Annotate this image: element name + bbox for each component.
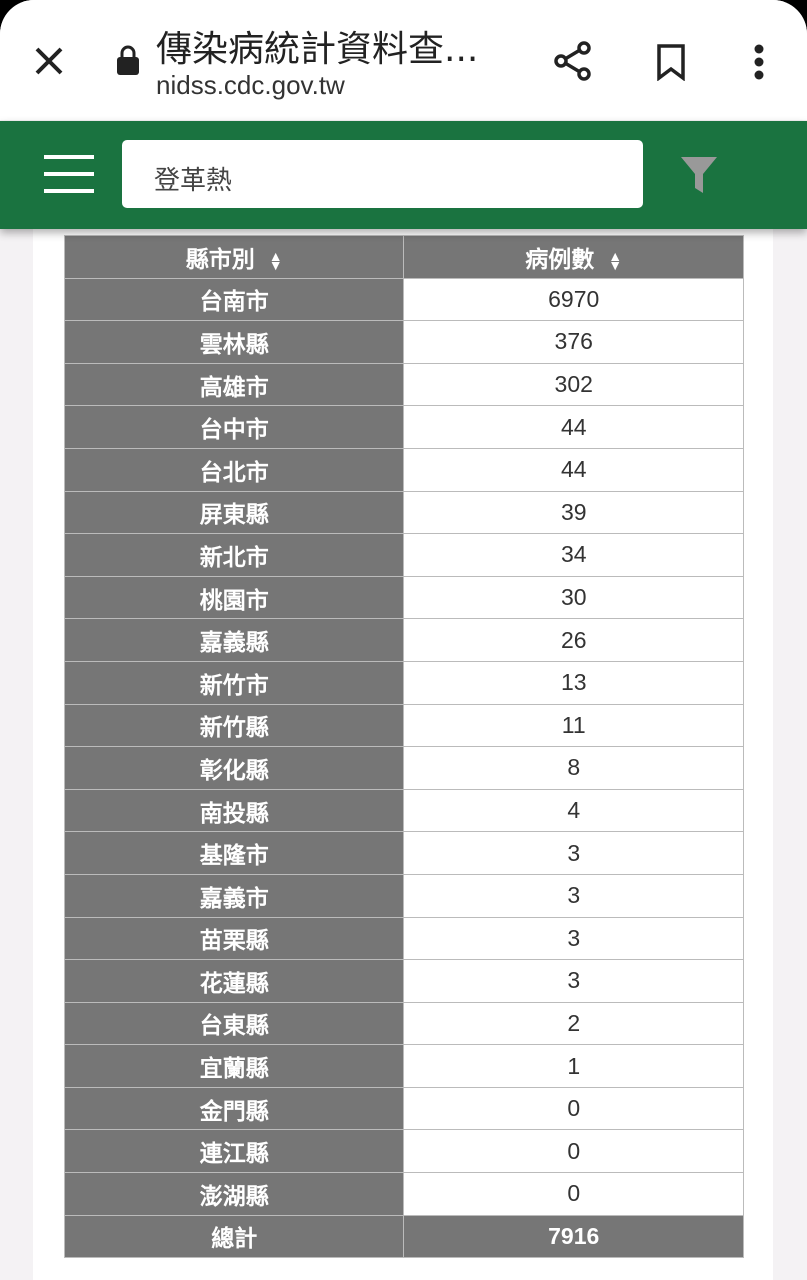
table-row: 屏東縣 39 [63, 490, 744, 535]
site-header: 登革熱 [0, 121, 807, 229]
cases-cell: 3 [403, 873, 744, 918]
county-cell: 高雄市 [63, 362, 405, 407]
total-label: 總計 [63, 1214, 405, 1259]
sort-icon[interactable]: ▲ ▼ [268, 247, 283, 273]
table-row: 新竹縣 11 [63, 703, 744, 748]
cases-cell: 302 [403, 362, 744, 407]
county-cell: 嘉義市 [63, 873, 405, 918]
table-row: 台中市 44 [63, 405, 744, 449]
table-row: 金門縣 0 [63, 1086, 744, 1131]
table-row: 彰化縣 8 [63, 746, 744, 790]
cases-cell: 39 [403, 490, 744, 535]
table-row: 高雄市 302 [63, 362, 744, 407]
cases-cell: 8 [403, 746, 744, 790]
cases-cell: 4 [403, 788, 744, 833]
cases-cell: 3 [403, 831, 744, 875]
cases-cell: 2 [403, 1001, 744, 1046]
table-row: 新竹市 13 [63, 660, 744, 705]
share-icon[interactable] [552, 40, 594, 82]
cases-cell: 11 [403, 703, 744, 748]
county-cell: 新北市 [63, 533, 405, 577]
county-cell: 屏東縣 [63, 490, 405, 535]
cases-cell: 6970 [403, 277, 744, 322]
county-cell: 台東縣 [63, 1001, 405, 1046]
cases-cell: 44 [403, 447, 744, 492]
cases-cell: 3 [403, 959, 744, 1003]
cases-cell: 3 [403, 916, 744, 961]
cases-cell: 1 [403, 1044, 744, 1088]
county-cell: 桃園市 [63, 575, 405, 620]
table-row: 新北市 34 [63, 533, 744, 577]
table-row: 澎湖縣 0 [63, 1172, 744, 1216]
county-cell: 宜蘭縣 [63, 1044, 405, 1088]
cases-cell: 34 [403, 533, 744, 577]
disease-search-input[interactable]: 登革熱 [122, 140, 643, 208]
county-cell: 嘉義縣 [63, 618, 405, 662]
cases-cell: 26 [403, 618, 744, 662]
filter-icon[interactable] [680, 156, 718, 194]
table-row: 台南市 6970 [63, 277, 744, 322]
total-row: 總計 7916 [63, 1214, 744, 1259]
cases-cell: 376 [403, 320, 744, 364]
table-row: 苗栗縣 3 [63, 916, 744, 961]
county-cell: 台中市 [63, 405, 405, 449]
column-header-cases[interactable]: 病例數 ▲ ▼ [403, 235, 744, 279]
cases-cell: 0 [403, 1086, 744, 1131]
table-row: 桃園市 30 [63, 575, 744, 620]
table-row: 嘉義市 3 [63, 873, 744, 918]
table-row: 台北市 44 [63, 447, 744, 492]
cases-cell: 0 [403, 1172, 744, 1216]
table-row: 雲林縣 376 [63, 320, 744, 364]
table-row: 南投縣 4 [63, 788, 744, 833]
county-cell: 台南市 [63, 277, 405, 322]
county-cell: 基隆市 [63, 831, 405, 875]
cases-cell: 30 [403, 575, 744, 620]
bookmark-icon[interactable] [656, 43, 686, 81]
total-value: 7916 [403, 1214, 744, 1259]
page-url[interactable]: nidss.cdc.gov.tw [156, 70, 345, 100]
table-row: 連江縣 0 [63, 1129, 744, 1174]
cases-cell: 44 [403, 405, 744, 449]
county-cell: 台北市 [63, 447, 405, 492]
county-cell: 金門縣 [63, 1086, 405, 1131]
browser-toolbar: 傳染病統計資料查... nidss.cdc.gov.tw [0, 0, 807, 120]
column-header-county[interactable]: 縣市別 ▲ ▼ [63, 235, 405, 279]
county-cell: 新竹縣 [63, 703, 405, 748]
cases-cell: 0 [403, 1129, 744, 1174]
lock-icon [117, 45, 139, 75]
county-cell: 彰化縣 [63, 746, 405, 790]
county-cell: 新竹市 [63, 660, 405, 705]
table-row: 嘉義縣 26 [63, 618, 744, 662]
sort-icon[interactable]: ▲ ▼ [608, 247, 623, 273]
table-row: 基隆市 3 [63, 831, 744, 875]
table-row: 花蓮縣 3 [63, 959, 744, 1003]
page-title: 傳染病統計資料查... [156, 29, 479, 70]
table-row: 台東縣 2 [63, 1001, 744, 1046]
table-row: 宜蘭縣 1 [63, 1044, 744, 1088]
menu-icon[interactable] [42, 154, 96, 194]
county-cell: 南投縣 [63, 788, 405, 833]
county-cell: 雲林縣 [63, 320, 405, 364]
county-cell: 連江縣 [63, 1129, 405, 1174]
cases-table: 縣市別 ▲ ▼ 病例數 ▲ ▼ 台南市 6970 雲林縣 376 高雄市 302 台中市 44 台北市 4… [63, 235, 744, 1259]
county-cell: 花蓮縣 [63, 959, 405, 1003]
county-cell: 澎湖縣 [63, 1172, 405, 1216]
more-options-icon[interactable] [752, 44, 766, 80]
cases-cell: 13 [403, 660, 744, 705]
county-cell: 苗栗縣 [63, 916, 405, 961]
close-icon[interactable] [34, 46, 64, 76]
